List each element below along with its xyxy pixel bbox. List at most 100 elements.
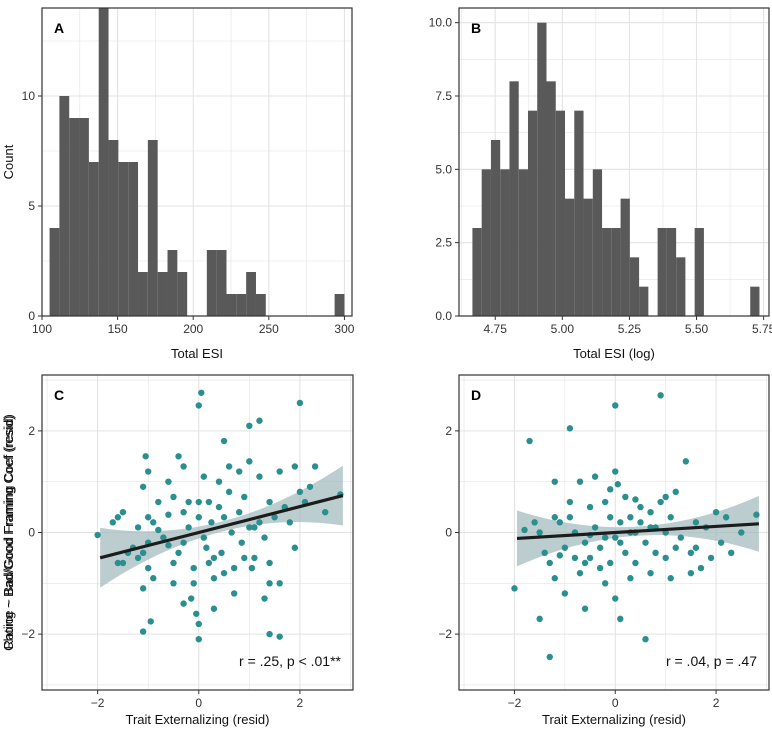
data-point: [587, 555, 593, 561]
data-point: [145, 565, 151, 571]
data-point: [246, 458, 252, 464]
data-point: [211, 575, 217, 581]
data-point: [577, 478, 583, 484]
histogram-bar: [256, 294, 266, 316]
data-point: [140, 628, 146, 634]
data-point: [602, 580, 608, 586]
data-point: [688, 570, 694, 576]
data-point: [577, 570, 583, 576]
data-point: [206, 560, 212, 566]
data-point: [115, 514, 121, 520]
x-tick-label: −2: [508, 696, 522, 710]
data-point: [567, 514, 573, 520]
data-point: [627, 514, 633, 520]
x-tick-label: 5.75: [752, 322, 772, 336]
panel-label: A: [54, 20, 64, 36]
histogram-bar: [89, 162, 99, 316]
data-point: [266, 499, 272, 505]
histogram-bar: [565, 199, 574, 316]
data-point: [662, 494, 668, 500]
data-point: [266, 560, 272, 566]
data-point: [191, 565, 197, 571]
panel-c-scatter: −2 0 2−202Trait Externalizing (resid)Choic…: [1, 375, 353, 727]
data-point: [135, 555, 141, 561]
data-point: [713, 509, 719, 515]
data-point: [652, 550, 658, 556]
data-point: [557, 519, 563, 525]
histogram-bar: [593, 169, 602, 316]
data-point: [668, 575, 674, 581]
data-point: [191, 580, 197, 586]
data-point: [617, 616, 623, 622]
data-point: [266, 580, 272, 586]
data-point: [657, 392, 663, 398]
x-tick-label: 150: [108, 322, 128, 336]
data-point: [241, 494, 247, 500]
data-point: [617, 519, 623, 525]
histogram-bar: [246, 272, 256, 316]
x-axis-title: Trait Externalizing (resid): [542, 712, 686, 727]
data-point: [175, 550, 181, 556]
x-tick-label: 2: [297, 696, 304, 710]
data-point: [607, 514, 613, 520]
data-point: [150, 575, 156, 581]
data-point: [683, 458, 689, 464]
y-tick-label: 2.5: [435, 236, 452, 250]
data-point: [637, 504, 643, 510]
data-point: [221, 570, 227, 576]
histogram-bar: [482, 169, 491, 316]
data-point: [647, 570, 653, 576]
data-point: [602, 499, 608, 505]
panel-label: D: [471, 387, 481, 403]
panel-label: B: [471, 20, 481, 36]
histogram-bar: [50, 228, 60, 316]
histogram-bar: [226, 294, 236, 316]
histogram-bar: [667, 228, 676, 316]
histogram-bar: [509, 81, 518, 316]
data-point: [526, 438, 532, 444]
data-point: [185, 499, 191, 505]
data-point: [150, 519, 156, 525]
data-point: [251, 524, 257, 530]
y-tick-label: 2: [28, 424, 35, 438]
data-point: [612, 402, 618, 408]
data-point: [657, 499, 663, 505]
x-tick-label: 5.00: [551, 322, 575, 336]
x-tick-label: 5.50: [685, 322, 709, 336]
y-tick-label: 0.0: [435, 309, 452, 323]
data-point: [261, 595, 267, 601]
data-point: [572, 555, 578, 561]
data-point: [287, 519, 293, 525]
data-point: [94, 532, 100, 538]
histogram-bar: [519, 169, 528, 316]
data-point: [673, 489, 679, 495]
data-point: [145, 468, 151, 474]
data-point: [567, 499, 573, 505]
data-point: [196, 621, 202, 627]
data-point: [266, 631, 272, 637]
histogram-bar: [138, 272, 148, 316]
y-tick-label: 0: [445, 526, 452, 540]
figure: 100 150 200 250 3000510Total ESICountA 4.75 5…: [0, 0, 772, 734]
data-point: [547, 560, 553, 566]
data-point: [231, 565, 237, 571]
data-point: [602, 534, 608, 540]
data-point: [180, 509, 186, 515]
data-point: [196, 636, 202, 642]
data-point: [231, 590, 237, 596]
data-point: [180, 463, 186, 469]
data-point: [180, 539, 186, 545]
x-tick-label: 0: [612, 696, 619, 710]
histogram-bar: [546, 81, 555, 316]
histogram-bar: [676, 257, 685, 316]
x-axis-title: Trait Externalizing (resid): [125, 712, 269, 727]
data-point: [276, 580, 282, 586]
panel-a-histogram: 100 150 200 250 300 0 5 10 Total ESI Count A: [1, 8, 355, 361]
data-point: [592, 524, 598, 530]
data-point: [251, 555, 257, 561]
data-point: [188, 595, 194, 601]
data-point: [170, 580, 176, 586]
data-point: [582, 606, 588, 612]
histogram-bar: [69, 118, 79, 316]
histogram-bar: [602, 228, 611, 316]
